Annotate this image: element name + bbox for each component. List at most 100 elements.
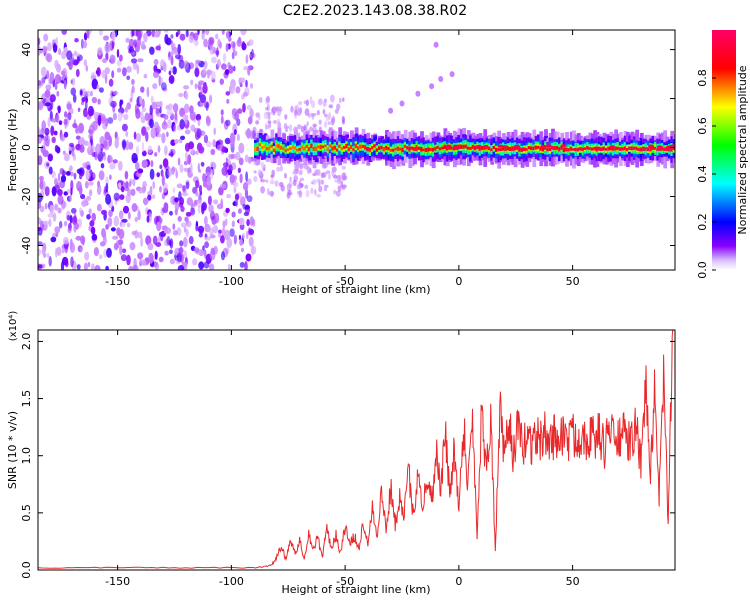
- noise-blob: [66, 61, 72, 66]
- noise-blob: [195, 180, 200, 189]
- signal-halo: [299, 106, 303, 114]
- signal-cell: [459, 144, 464, 149]
- x-tick-label: -100: [219, 275, 244, 288]
- signal-halo: [267, 114, 271, 120]
- noise-blob: [196, 199, 203, 205]
- noise-blob: [243, 66, 249, 71]
- signal-halo: [318, 119, 322, 125]
- noise-blob: [140, 259, 147, 266]
- noise-blob: [149, 46, 155, 55]
- signal-halo: [316, 178, 322, 183]
- signal-cell: [415, 145, 420, 150]
- noise-blob: [177, 216, 182, 222]
- signal-halo: [340, 180, 344, 189]
- noise-blob: [183, 167, 190, 172]
- signal-cell: [340, 147, 345, 151]
- noise-blob: [69, 171, 74, 177]
- signal-cell: [258, 143, 263, 146]
- noise-blob: [224, 229, 231, 241]
- snr-x-label: Height of straight line (km): [281, 583, 430, 596]
- noise-blob: [203, 38, 209, 48]
- signal-cell: [431, 147, 436, 152]
- noise-blob: [96, 84, 100, 90]
- signal-cell: [492, 145, 497, 150]
- signal-peak: [502, 145, 509, 149]
- signal-cell: [284, 149, 289, 152]
- noise-blob: [183, 60, 189, 70]
- noise-blob: [45, 84, 52, 91]
- noise-blob: [242, 232, 246, 240]
- signal-halo: [279, 165, 283, 172]
- signal-halo: [304, 184, 309, 190]
- noise-blob: [63, 118, 68, 126]
- noise-blob: [131, 152, 138, 164]
- noise-blob: [66, 214, 71, 221]
- noise-blob: [246, 195, 253, 203]
- noise-blob: [168, 51, 171, 58]
- signal-halo: [321, 172, 327, 178]
- signal-cell: [616, 146, 621, 150]
- noise-blob: [162, 158, 169, 168]
- noise-blob: [57, 172, 61, 182]
- noise-blob: [63, 131, 69, 138]
- signal-halo: [276, 166, 281, 172]
- noise-blob: [234, 111, 239, 122]
- noise-blob: [126, 75, 131, 81]
- noise-blob: [86, 171, 91, 180]
- signal-halo: [264, 123, 268, 131]
- noise-blob: [60, 175, 67, 183]
- noise-blob: [232, 42, 236, 53]
- noise-blob: [206, 116, 211, 127]
- noise-blob: [241, 247, 244, 253]
- noise-blob: [188, 141, 195, 150]
- signal-cell: [265, 147, 270, 151]
- signal-cell: [576, 147, 581, 152]
- noise-blob: [38, 137, 42, 144]
- noise-blob: [170, 51, 174, 56]
- noise-blob: [114, 131, 118, 140]
- noise-blob: [196, 59, 202, 65]
- noise-blob: [185, 181, 190, 190]
- signal-halo: [258, 115, 261, 121]
- noise-blob: [164, 145, 168, 156]
- noise-blob: [135, 108, 141, 120]
- noise-blob: [172, 103, 179, 113]
- noise-blob: [38, 217, 42, 225]
- noise-blob: [185, 151, 188, 163]
- signal-halo: [298, 190, 303, 198]
- signal-cell: [272, 148, 277, 153]
- noise-blob: [84, 251, 90, 261]
- noise-blob: [151, 101, 158, 110]
- noise-blob: [183, 226, 187, 233]
- noise-blob: [100, 241, 106, 247]
- noise-blob: [224, 218, 228, 226]
- noise-blob: [85, 65, 89, 72]
- colorbar-tick-label: 0.6: [696, 117, 709, 135]
- signal-cell: [562, 147, 567, 153]
- noise-blob: [234, 193, 240, 201]
- noise-blob: [213, 140, 216, 146]
- noise-blob: [185, 220, 192, 228]
- noise-blob: [219, 183, 227, 189]
- colorbar: 0.0 0.2 0.4 0.6 0.8 Normalized spectral ampl…: [696, 30, 749, 279]
- noise-blob: [209, 94, 213, 104]
- signal-cell: [310, 143, 314, 149]
- signal-peak: [560, 144, 567, 148]
- noise-blob: [206, 69, 213, 76]
- noise-blob: [105, 52, 109, 61]
- noise-blob: [91, 96, 98, 104]
- signal-halo: [279, 182, 282, 188]
- noise-blob: [197, 119, 201, 127]
- signal-halo: [267, 188, 270, 196]
- signal-cell: [490, 148, 495, 152]
- noise-blob: [120, 99, 124, 105]
- noise-blob: [178, 92, 184, 98]
- noise-blob: [43, 139, 48, 146]
- y-tick-label: -20: [20, 188, 33, 206]
- noise-blob: [218, 229, 222, 234]
- noise-blob: [197, 82, 202, 90]
- signal-cell: [537, 145, 541, 149]
- noise-blob: [218, 233, 222, 238]
- y-tick-label: 2.0: [20, 333, 33, 351]
- noise-blob: [124, 106, 128, 113]
